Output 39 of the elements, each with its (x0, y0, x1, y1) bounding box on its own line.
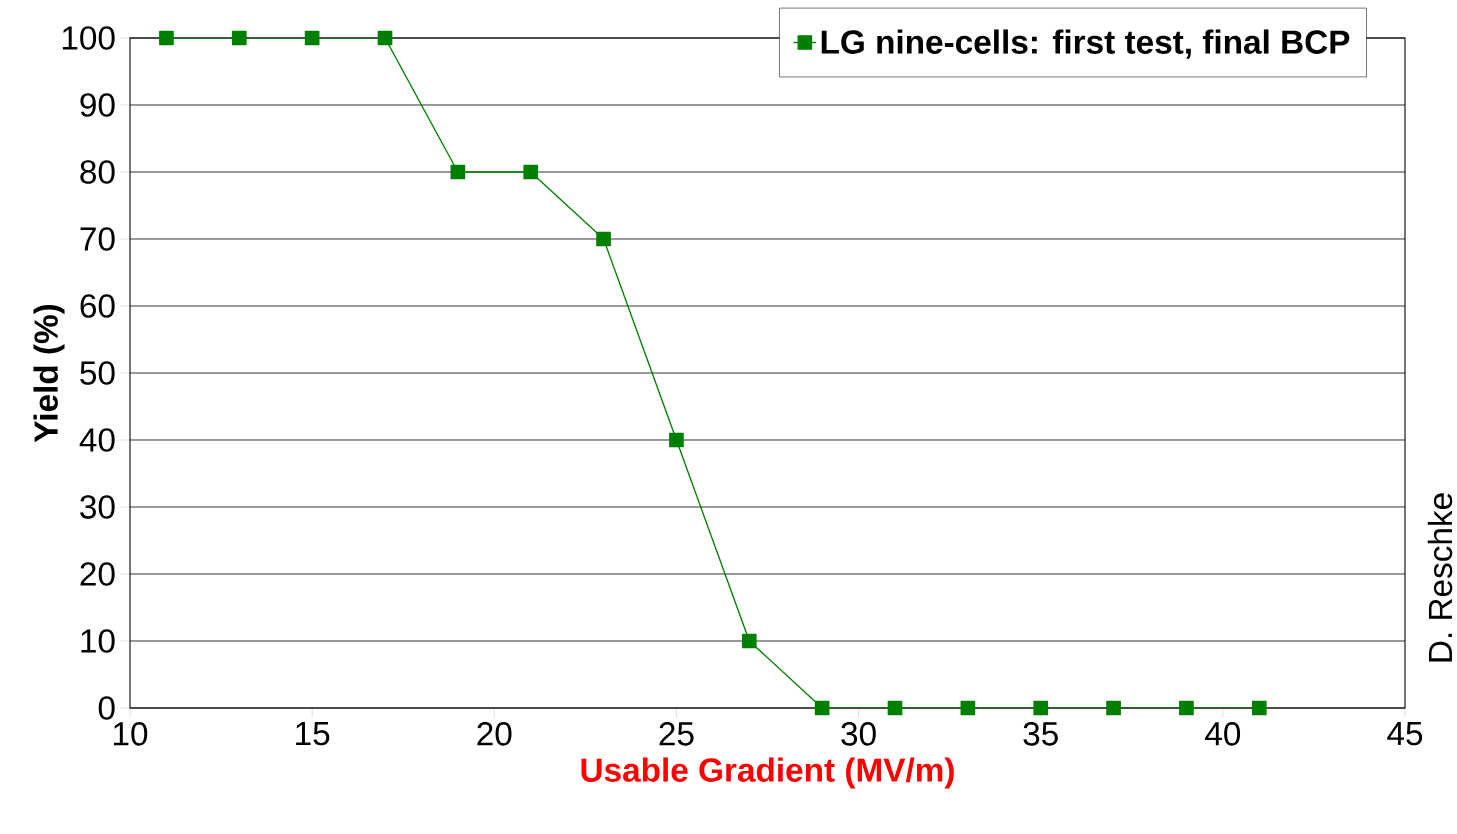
point (596, 231, 611, 247)
y-tick-label: 60 (80, 294, 115, 318)
y-tick-label: 20 (80, 562, 115, 586)
y-tick-label: 0 (98, 696, 115, 720)
y-tick-label: 40 (79, 428, 115, 452)
point (669, 432, 684, 448)
point (304, 30, 320, 46)
x-tick-label: 10 (114, 722, 148, 746)
point (1179, 700, 1194, 716)
point (159, 30, 174, 46)
point (1033, 700, 1049, 716)
point (377, 30, 393, 46)
x-tick-label: 45 (1387, 722, 1423, 746)
x-tick-label: 15 (296, 722, 330, 746)
y-tick-label: 100 (62, 26, 115, 50)
x-tick-label: 30 (841, 722, 876, 746)
point (1106, 700, 1121, 716)
y-axis-title: Yield (%) (33, 304, 65, 443)
point (1251, 700, 1267, 716)
point (814, 700, 830, 716)
point (887, 700, 903, 716)
y-tick-label: 80 (80, 160, 115, 184)
y-tick-label: 30 (80, 495, 115, 519)
y-tick-label: 90 (80, 93, 115, 117)
x-tick-label: 25 (659, 722, 694, 746)
point (960, 700, 976, 716)
point (523, 164, 539, 180)
y-tick-label: 10 (81, 629, 115, 653)
point (231, 30, 247, 46)
text: D. Reschke (1427, 493, 1453, 662)
x-tick-label: 35 (1023, 722, 1058, 746)
x-axis-title: Usable Gradient (MV/m) (581, 757, 954, 789)
point (450, 164, 466, 180)
point (741, 633, 757, 649)
x-tick-label: 40 (1205, 722, 1241, 746)
y-tick-label: 70 (80, 227, 115, 251)
y-tick-label: 50 (80, 361, 115, 385)
legend-label: LG nine-cells: first test, final BCP (821, 29, 1350, 59)
x-tick-label: 20 (477, 722, 512, 746)
